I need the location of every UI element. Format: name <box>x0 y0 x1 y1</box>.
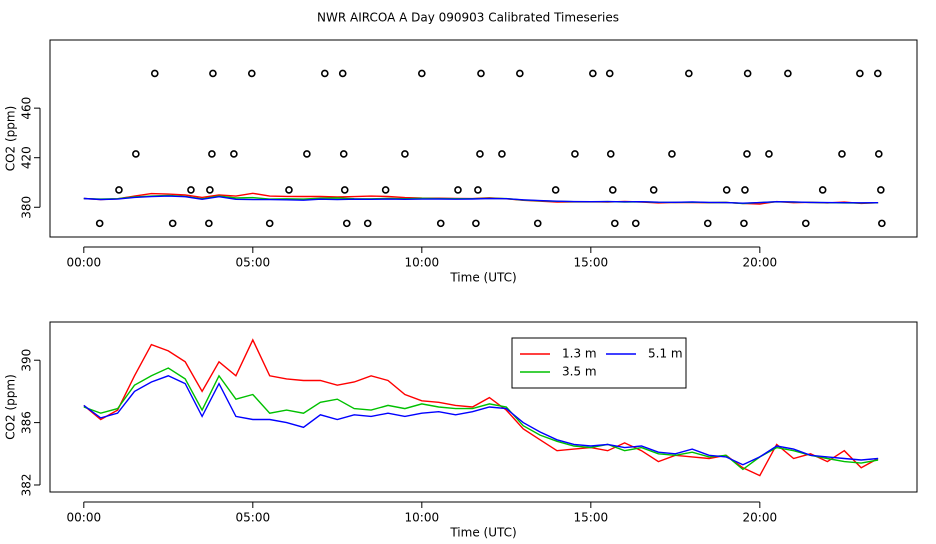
data-point <box>589 69 597 78</box>
data-line <box>83 375 879 466</box>
figure-title: NWR AIRCOA A Day 090903 Calibrated Times… <box>317 11 619 25</box>
data-point <box>668 150 676 158</box>
data-point <box>605 69 614 78</box>
plot-frame <box>49 39 918 238</box>
data-point <box>533 219 542 228</box>
x-tick-label: 15:00 <box>574 256 609 270</box>
data-point <box>418 69 426 78</box>
data-point <box>265 219 274 228</box>
x-tick-label: 00:00 <box>67 511 102 525</box>
data-point <box>611 219 619 228</box>
data-point <box>401 150 409 158</box>
data-point <box>476 150 484 158</box>
legend-label: 1.3 m <box>562 347 597 361</box>
data-point <box>741 186 749 194</box>
data-point <box>571 150 579 158</box>
data-point <box>873 69 882 78</box>
x-axis-label: Time (UTC) <box>449 526 516 540</box>
data-point <box>472 219 480 228</box>
data-point <box>801 219 810 228</box>
data-point <box>436 219 445 228</box>
data-point <box>856 69 864 78</box>
data-point <box>381 186 390 194</box>
data-point <box>187 186 195 194</box>
data-point <box>303 150 311 158</box>
y-tick-label: 460 <box>20 97 34 120</box>
data-point <box>474 186 482 194</box>
data-point <box>608 186 617 194</box>
data-point <box>740 219 748 228</box>
data-point <box>208 150 216 158</box>
data-point <box>115 186 123 194</box>
data-point <box>338 69 347 78</box>
data-point <box>205 219 213 228</box>
data-point <box>743 150 751 158</box>
data-point <box>516 69 524 78</box>
x-tick-label: 05:00 <box>236 511 271 525</box>
data-point <box>321 69 329 78</box>
data-point <box>339 150 348 158</box>
data-point <box>454 186 462 194</box>
legend-label: 5.1 m <box>648 347 683 361</box>
y-tick-label: 420 <box>20 146 34 169</box>
y-tick-label: 390 <box>20 349 34 372</box>
data-point <box>649 186 658 194</box>
data-point <box>685 69 693 78</box>
y-axis-label: CO2 (ppm) <box>4 374 18 440</box>
panel: 00:00 05:00 10:00 15:00 20:00 Time (UTC) 380 42… <box>4 39 918 285</box>
data-point <box>765 150 773 158</box>
data-point <box>168 219 177 228</box>
data-point <box>838 150 846 158</box>
y-tick-label: 386 <box>20 411 34 434</box>
data-point <box>722 186 731 194</box>
data-point <box>230 150 238 158</box>
data-point <box>132 150 140 158</box>
data-line <box>83 338 879 477</box>
x-tick-label: 20:00 <box>743 256 778 270</box>
x-tick-label: 05:00 <box>236 256 271 270</box>
data-point <box>878 219 886 228</box>
legend-box <box>511 337 687 389</box>
y-tick-label: 380 <box>20 196 34 219</box>
x-axis-label: Time (UTC) <box>449 271 516 285</box>
x-tick-label: 10:00 <box>405 256 440 270</box>
data-point <box>875 150 883 158</box>
data-point <box>363 219 372 228</box>
x-tick-label: 00:00 <box>67 256 102 270</box>
data-point <box>477 69 485 78</box>
data-point <box>247 69 256 78</box>
data-point <box>340 186 349 194</box>
data-point <box>703 219 712 228</box>
data-point <box>498 150 506 158</box>
data-point <box>743 69 752 78</box>
plot-frame <box>49 321 918 493</box>
data-point <box>95 219 104 228</box>
legend-label: 3.5 m <box>562 365 597 379</box>
data-line <box>83 367 879 471</box>
data-point <box>784 69 792 78</box>
data-point <box>150 69 159 78</box>
y-axis-label: CO2 (ppm) <box>4 106 18 172</box>
data-point <box>342 219 351 228</box>
panel: 00:00 05:00 10:00 15:00 20:00 Time (UTC) 382 38… <box>4 321 918 540</box>
data-point <box>631 219 640 228</box>
x-tick-label: 15:00 <box>574 511 609 525</box>
data-point <box>818 186 827 194</box>
data-point <box>551 186 560 194</box>
data-point <box>606 150 615 158</box>
data-point <box>206 186 214 194</box>
data-point <box>285 186 293 194</box>
x-tick-label: 20:00 <box>743 511 778 525</box>
x-tick-label: 10:00 <box>405 511 440 525</box>
data-point <box>877 186 885 194</box>
data-point <box>209 69 217 78</box>
data-line <box>83 195 879 204</box>
y-tick-label: 382 <box>20 474 34 497</box>
